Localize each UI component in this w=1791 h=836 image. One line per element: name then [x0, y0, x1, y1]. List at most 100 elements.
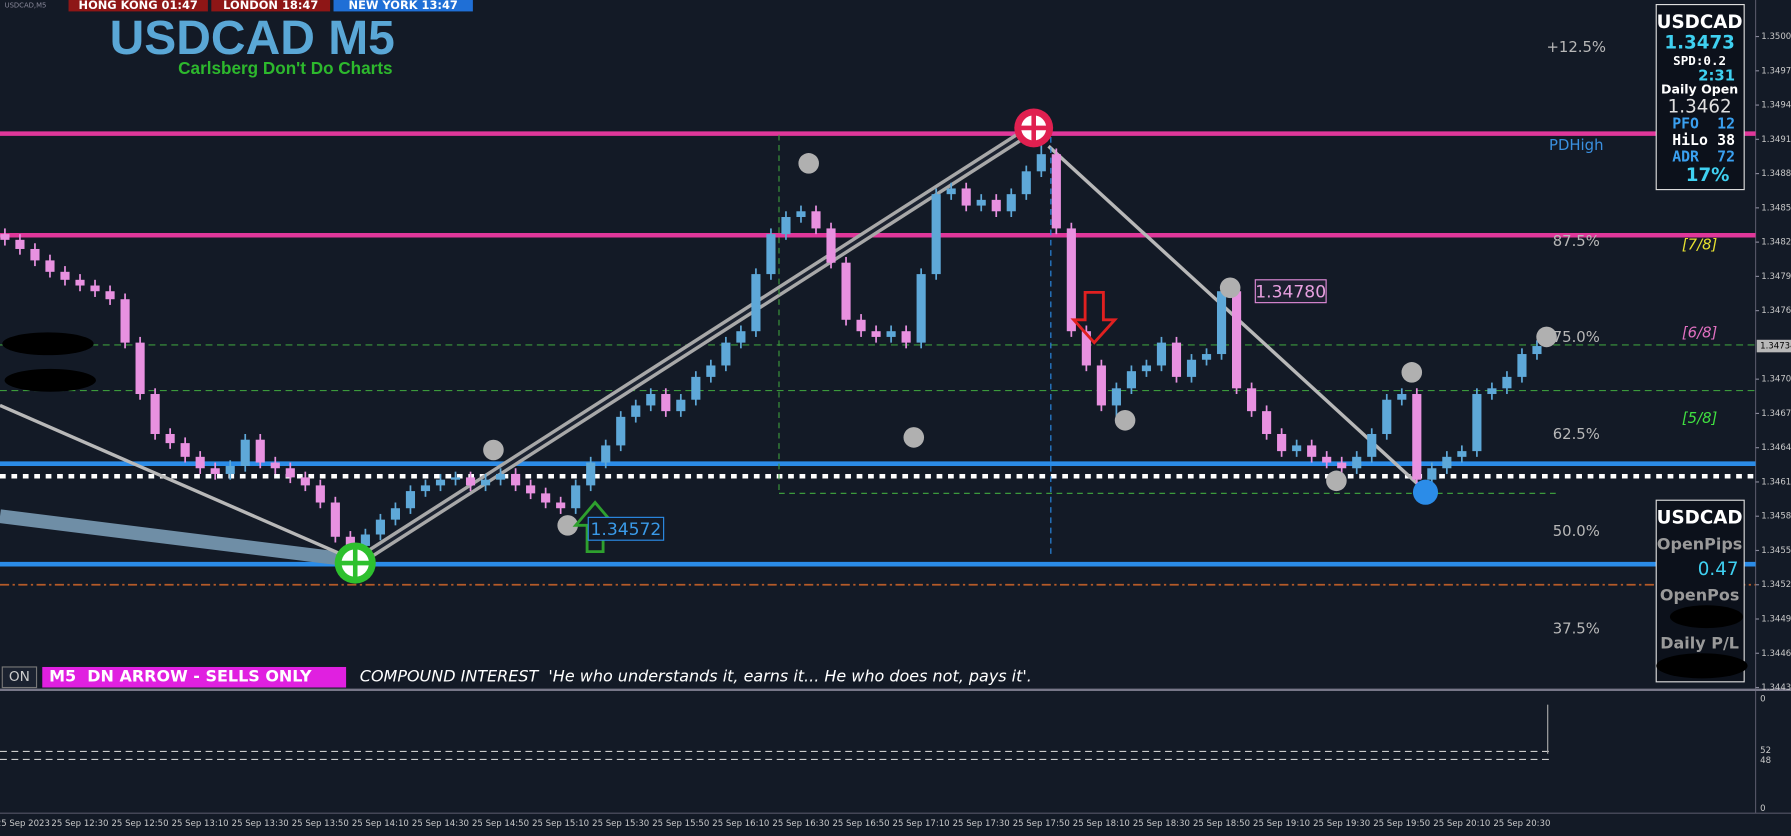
- signal-box: [42, 666, 347, 688]
- candle-body: [270, 462, 280, 469]
- candle-body: [1262, 411, 1272, 434]
- panel-row-label: PFO: [1672, 115, 1699, 132]
- x-tick-label: 25 Sep 18:10: [1073, 819, 1130, 829]
- candle-body: [60, 271, 70, 280]
- candle-body: [1367, 433, 1377, 457]
- open-pips: 0.47: [1698, 559, 1739, 580]
- candle-body: [1277, 433, 1287, 452]
- candle-body: [976, 199, 986, 206]
- candle-body: [841, 262, 851, 320]
- candle-body: [511, 473, 521, 486]
- x-tick-label: 25 Sep 15:10: [532, 819, 589, 829]
- candle-body: [225, 465, 235, 474]
- candle-body: [1307, 445, 1317, 457]
- y-tick-label: 1.34465: [1761, 649, 1791, 659]
- level-label: PDHigh: [1549, 137, 1603, 154]
- swing-marker: [1412, 479, 1439, 505]
- sessions: HONG KONG 01:47 LONDON 18:47 NEW YORK 13:4…: [68, 0, 473, 12]
- candle-body: [826, 228, 836, 263]
- x-tick-label: 25 Sep 12:50: [112, 819, 169, 829]
- session-label: HONG KONG 01:47: [79, 0, 198, 12]
- candle-body: [255, 439, 265, 463]
- candle-body: [751, 274, 761, 332]
- candle-body: [240, 439, 250, 466]
- candle-body: [1412, 394, 1422, 480]
- candle-body: [480, 479, 491, 486]
- candle-body: [1216, 291, 1227, 355]
- chart-title: USDCAD M5: [110, 12, 395, 65]
- x-tick-label: 25 Sep 13:30: [232, 819, 289, 829]
- candle-body: [556, 502, 566, 509]
- candle-body: [1231, 291, 1242, 389]
- swing-marker: [1326, 470, 1347, 492]
- info-panel: USDCAD 1.3473 SPD:0.2 2:31 Daily Open 1.…: [1655, 3, 1745, 191]
- x-tick-label: 25 Sep 15:30: [592, 819, 649, 829]
- candle-body: [631, 405, 641, 417]
- y-tick-label: 1.35005: [1761, 32, 1791, 42]
- candle-body: [285, 468, 295, 478]
- panel-timer: 2:31: [1698, 68, 1735, 85]
- x-tick-label: 25 Sep 14:50: [472, 819, 529, 829]
- x-tick-label: 25 Sep 17:10: [893, 819, 950, 829]
- swing-marker: [1536, 326, 1557, 348]
- y-tick-label: 1.34675: [1761, 409, 1791, 419]
- session-label: NEW YORK 13:47: [349, 0, 458, 12]
- candle-body: [1141, 365, 1152, 372]
- session-box: [68, 0, 208, 12]
- candle-body: [646, 394, 656, 406]
- candle-body: [1156, 342, 1167, 366]
- osc-tick-label: 48: [1760, 756, 1771, 766]
- toggle-button[interactable]: [1, 666, 38, 689]
- trend-band: [0, 509, 350, 567]
- x-tick-label: 25 Sep 16:50: [832, 819, 889, 829]
- candle-body: [1021, 171, 1031, 195]
- toggle-label[interactable]: ON: [9, 669, 30, 685]
- y-tick-label: 1.34945: [1761, 101, 1791, 111]
- session-box: [333, 0, 473, 12]
- x-tick-label: 25 Sep 16:10: [712, 819, 769, 829]
- candle-body: [150, 394, 160, 434]
- candle-body: [616, 416, 626, 446]
- candle-body: [586, 462, 596, 486]
- y-tick-label: 1.34555: [1761, 546, 1791, 556]
- redaction: [1669, 605, 1744, 629]
- y-tick-label: 1.34615: [1761, 477, 1791, 487]
- candle-body: [450, 477, 461, 480]
- candle-body: [45, 260, 55, 272]
- swing-marker: [1401, 362, 1423, 383]
- candle-body: [1427, 468, 1437, 480]
- candle-body: [75, 279, 85, 286]
- panel-rows: PFO 12 HiLo 38 ADR 72: [1672, 115, 1735, 165]
- target-cross: [336, 544, 374, 582]
- x-tick-label: 25 Sep 19:30: [1313, 819, 1370, 829]
- x-tick-label: 25 Sep 18:50: [1193, 819, 1250, 829]
- murrey-percent: 37.5%: [1553, 620, 1600, 637]
- osc-tick-label: 0: [1760, 804, 1765, 814]
- y-tick-label: 1.34975: [1761, 66, 1791, 76]
- panel-frame: [1655, 499, 1745, 683]
- x-tick-label: 25 Sep 18:30: [1133, 819, 1190, 829]
- swing-marker: [483, 439, 504, 461]
- panel-row-label: HiLo: [1672, 132, 1708, 149]
- candle-body: [886, 331, 896, 337]
- swing-marker: [798, 153, 819, 174]
- x-tick-label: 25 Sep 17:50: [1013, 819, 1070, 829]
- panel-row-label: ADR: [1672, 149, 1699, 166]
- candle-body: [1487, 388, 1497, 395]
- redaction: [1656, 653, 1748, 679]
- candle-body: [1186, 359, 1197, 377]
- candle-body: [345, 536, 355, 546]
- swing-marker: [1219, 277, 1241, 299]
- candle-body: [405, 491, 416, 509]
- positions-panel: USDCAD OpenPips 0.47 OpenPos Daily P/L: [1655, 499, 1748, 683]
- y-tick-label: 1.34435: [1761, 683, 1791, 693]
- candle-body: [1036, 154, 1046, 172]
- candle-body: [1201, 354, 1212, 360]
- candle-body: [1502, 376, 1512, 389]
- signal-text: M5 DN ARROW - SELLS ONLY: [49, 667, 312, 686]
- candle-body: [210, 468, 220, 474]
- session-label: LONDON 18:47: [223, 0, 318, 12]
